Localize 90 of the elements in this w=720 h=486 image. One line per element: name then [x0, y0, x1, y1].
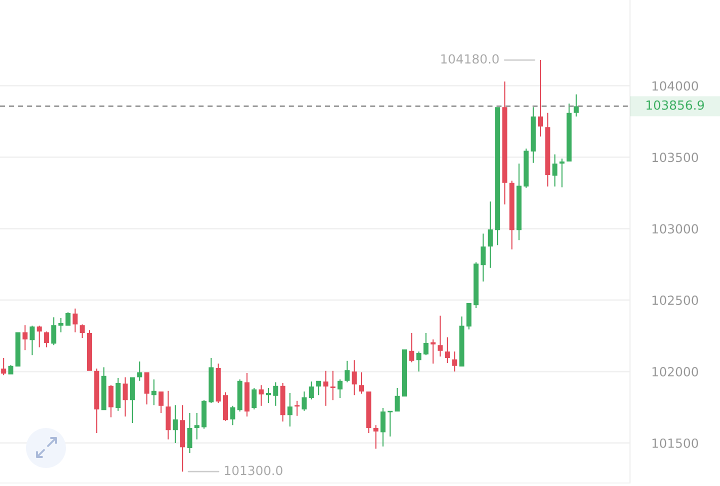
candlestick: [524, 148, 529, 188]
candlestick: [574, 94, 579, 116]
candlestick: [538, 60, 544, 136]
candlestick: [516, 164, 522, 240]
candlestick: [509, 180, 514, 250]
candlestick: [101, 367, 106, 410]
candlestick: [566, 104, 572, 162]
candlestick: [86, 330, 92, 371]
candlestick: [459, 316, 464, 367]
candlestick: [94, 368, 100, 433]
candlestick: [438, 316, 443, 357]
candlestick: [294, 400, 300, 416]
candlestick: [151, 379, 156, 406]
candlestick: [72, 308, 78, 332]
candlestick: [180, 405, 186, 472]
candlestick: [502, 81, 508, 204]
candlestick: [316, 380, 322, 396]
candlestick: [172, 405, 178, 443]
candlestick: [280, 382, 286, 422]
candlestick: [323, 370, 328, 406]
candlestick: [559, 158, 564, 188]
candlestick: [30, 326, 35, 356]
candlestick: [51, 317, 56, 346]
candlestick: [130, 377, 135, 423]
candlestick: [36, 326, 42, 348]
candlestick: [266, 388, 271, 403]
candlestick: [545, 112, 550, 186]
candlestick: [187, 412, 192, 453]
ref-line-label: 103856.9: [646, 100, 704, 110]
candlestick: [116, 378, 121, 411]
candlestick: [258, 385, 264, 406]
candlestick: [330, 370, 336, 400]
candlestick: [223, 392, 228, 421]
candlestick: [194, 412, 200, 440]
y-tick-label: 103000: [652, 224, 698, 234]
candlestick: [287, 392, 292, 427]
annotation: 101300.0: [224, 466, 282, 476]
candlestick: [144, 372, 150, 404]
candlestick: [530, 107, 536, 163]
candlestick: [409, 332, 414, 362]
candlestick: [1, 358, 6, 376]
candlestick: [402, 349, 407, 397]
annotation: 104180.0: [441, 54, 499, 64]
candlestick: [166, 390, 171, 440]
candlestick: [244, 372, 250, 417]
candlestick: [344, 360, 350, 382]
candlestick: [308, 382, 314, 400]
candlestick: [237, 379, 242, 412]
candlestick: [366, 392, 372, 433]
candlestick: [444, 337, 450, 363]
candlestick: [552, 154, 558, 186]
candlestick: [488, 201, 493, 268]
candlestick: [495, 107, 500, 246]
candlestick: [302, 392, 307, 411]
candlestick: [122, 377, 128, 417]
y-tick-label: 102000: [652, 367, 698, 376]
candlestick: [273, 382, 278, 406]
candlestick: [202, 400, 207, 429]
candlestick: [80, 324, 85, 338]
y-tick-label: 102500: [652, 296, 698, 306]
candlestick: [416, 352, 422, 372]
candlestick: [338, 379, 343, 398]
candlestick: [230, 406, 236, 426]
candlestick: [394, 388, 400, 412]
candlestick: [158, 392, 164, 413]
candlestick: [480, 234, 486, 282]
candlestick: [8, 365, 14, 374]
candlestick: [474, 262, 479, 308]
candlestick: [466, 302, 472, 330]
candlestick: [380, 408, 386, 447]
candlestick: [252, 388, 257, 410]
candlestick: [216, 364, 221, 403]
candlestick: [66, 312, 71, 326]
candlestick: [359, 372, 364, 394]
candlestick: [44, 332, 50, 348]
candlestick: [22, 325, 28, 350]
candlestick: [137, 362, 142, 381]
candlestick: [352, 360, 357, 396]
candlestick: [108, 385, 114, 418]
y-tick-label: 101500: [652, 438, 698, 448]
y-tick-label: 104000: [652, 81, 698, 91]
y-tick-label: 103500: [652, 152, 698, 162]
candlestick: [373, 425, 378, 449]
candlestick: [452, 352, 458, 372]
candlestick: [15, 332, 20, 367]
candlestick: [58, 318, 64, 332]
candlestick: [430, 339, 436, 364]
candlestick: [388, 410, 393, 437]
candlestick: [208, 358, 214, 403]
candlestick: [423, 332, 428, 356]
